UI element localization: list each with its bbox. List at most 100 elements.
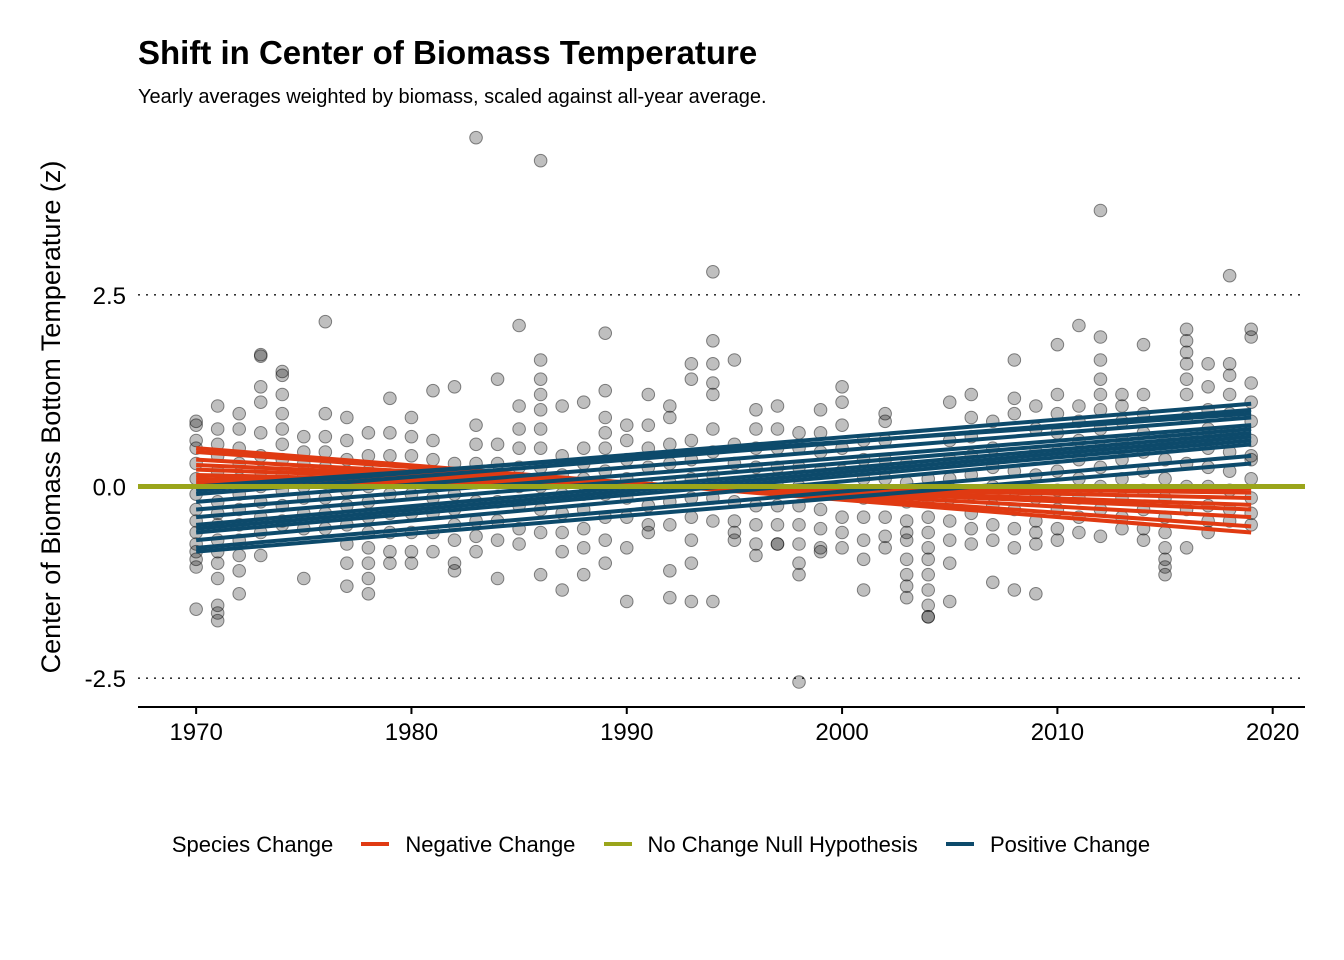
scatter-point xyxy=(1179,322,1194,337)
x-tick-label: 2010 xyxy=(1031,719,1084,746)
scatter-point xyxy=(232,548,246,563)
scatter-point xyxy=(706,376,720,390)
scatter-point xyxy=(275,406,290,421)
scatter-point xyxy=(1093,330,1108,344)
scatter-point xyxy=(361,556,376,570)
scatter-point xyxy=(899,590,914,605)
scatter-point xyxy=(813,544,828,559)
scatter-point xyxy=(770,537,785,551)
scatter-point xyxy=(770,537,785,551)
scatter-point xyxy=(1222,268,1237,283)
scatter-point xyxy=(1158,525,1172,540)
scatter-point xyxy=(189,560,203,574)
scatter-point xyxy=(727,353,742,367)
scatter-point xyxy=(921,583,936,597)
scatter-point xyxy=(921,610,936,624)
y-tick-label: 0.0 xyxy=(93,475,126,502)
scatter-point xyxy=(598,426,613,440)
scatter-point xyxy=(189,433,203,448)
scatter-point xyxy=(1179,334,1194,348)
scatter-point xyxy=(641,525,656,540)
scatter-point xyxy=(641,387,656,402)
scatter-point xyxy=(792,675,806,689)
scatter-point xyxy=(1201,357,1215,371)
scatter-point xyxy=(835,418,849,432)
scatter-point xyxy=(447,564,462,578)
scatter-point xyxy=(1244,330,1258,344)
positive-trend-lines xyxy=(195,401,1252,554)
scatter-point xyxy=(1244,472,1258,486)
scatter-point xyxy=(232,422,246,436)
scatter-point xyxy=(533,353,548,367)
scatter-point xyxy=(1072,399,1086,413)
scatter-point xyxy=(1158,541,1172,555)
scatter-point xyxy=(1007,521,1022,536)
scatter-point xyxy=(469,529,483,544)
scatter-point xyxy=(1007,583,1022,597)
x-tick-label: 1990 xyxy=(600,719,653,746)
scatter-point xyxy=(383,426,397,440)
scatter-point xyxy=(189,552,203,567)
scatter-point xyxy=(275,364,290,379)
scatter-point xyxy=(383,391,397,406)
scatter-point xyxy=(512,422,526,436)
axes: 1970 1980 1990 2000 2010 2020 -2.5 0.0 2.5 xyxy=(85,283,1305,746)
scatter-point xyxy=(835,541,849,555)
scatter-point xyxy=(921,541,936,555)
scatter-point xyxy=(856,583,871,597)
scatter-point xyxy=(727,533,742,547)
scatter-point xyxy=(210,422,225,436)
scatter-point xyxy=(253,380,268,394)
scatter-point xyxy=(985,575,1000,590)
scatter-point xyxy=(878,541,892,555)
scatter-point xyxy=(533,153,548,168)
y-tick-label: -2.5 xyxy=(85,666,126,693)
scatter-point xyxy=(1244,376,1258,390)
scatter-point xyxy=(706,265,720,279)
scatter-point xyxy=(447,380,462,394)
scatter-point xyxy=(1179,345,1194,360)
scatter-point xyxy=(706,387,720,402)
scatter-point xyxy=(813,403,828,417)
scatter-point xyxy=(555,583,569,597)
scatter-point xyxy=(1093,387,1108,402)
scatter-point xyxy=(253,426,268,440)
x-tick-label: 1980 xyxy=(385,719,438,746)
scatter-point xyxy=(749,403,763,417)
scatter-point xyxy=(921,567,936,582)
scatter-point xyxy=(361,587,376,601)
scatter-point xyxy=(598,383,613,398)
scatter-point xyxy=(361,541,376,555)
scatter-point xyxy=(1115,387,1129,402)
scatter-point xyxy=(383,449,397,463)
positive-trend-line xyxy=(195,423,1252,512)
scatter-point xyxy=(555,399,569,413)
scatter-point xyxy=(942,395,957,409)
scatter-point xyxy=(576,567,591,582)
legend-item-null: No Change Null Hypothesis xyxy=(603,832,918,858)
scatter-point xyxy=(942,514,957,528)
scatter-point xyxy=(878,529,892,544)
scatter-point xyxy=(533,567,548,582)
scatter-point xyxy=(232,564,246,578)
scatter-point xyxy=(770,518,785,532)
scatter-point xyxy=(964,521,979,536)
scatter-point xyxy=(1050,337,1065,352)
scatter-point xyxy=(1244,322,1258,337)
scatter-point xyxy=(792,567,806,582)
scatter-point xyxy=(533,422,548,436)
scatter-point xyxy=(1072,318,1086,333)
scatter-point xyxy=(361,571,376,586)
scatter-point xyxy=(856,552,871,567)
scatter-point xyxy=(727,525,742,540)
scatter-point xyxy=(189,418,203,432)
scatter-point xyxy=(1050,521,1065,536)
scatter-point xyxy=(1136,533,1151,547)
scatter-point xyxy=(340,410,354,425)
scatter-point xyxy=(727,514,742,528)
scatter-points xyxy=(189,130,1258,689)
scatter-point xyxy=(792,426,806,440)
scatter-point xyxy=(964,387,979,402)
scatter-point xyxy=(576,521,591,536)
scatter-point xyxy=(878,406,892,421)
